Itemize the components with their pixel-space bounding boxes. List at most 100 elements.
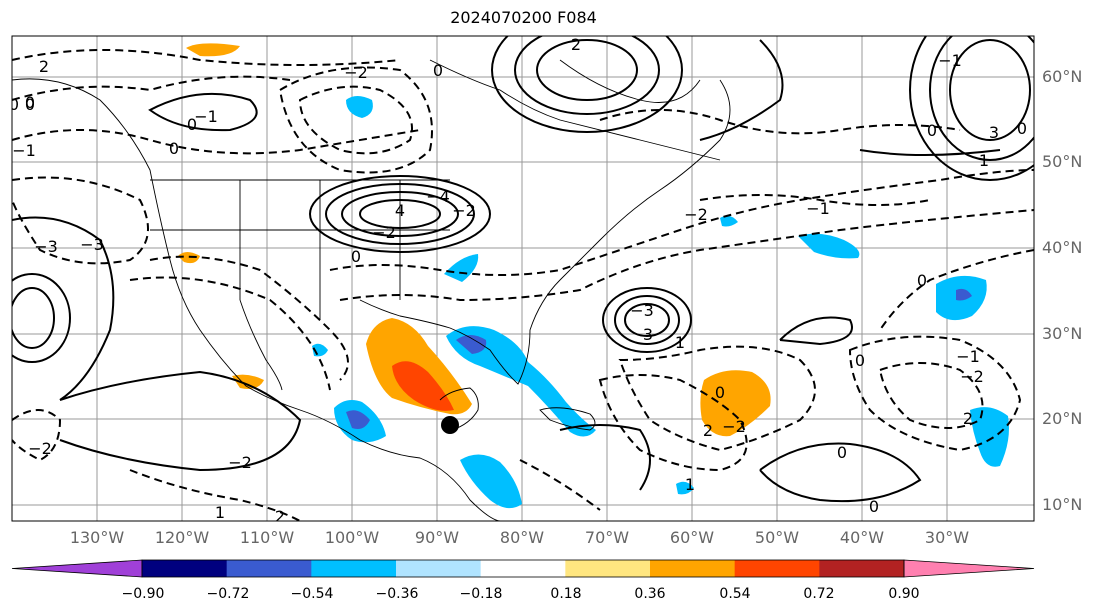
contour-label: −1 (12, 141, 36, 160)
colorbar-tick: −0.72 (206, 586, 250, 602)
colorbar-tick: 0.72 (803, 586, 835, 602)
contour-label: −3 (630, 301, 654, 320)
contour-label: −2 (372, 223, 396, 242)
lon-label-90w: 90°W (414, 528, 460, 547)
colorbar-bin (396, 560, 482, 577)
contour-label: 0 (433, 61, 443, 80)
colorbar-bin (819, 560, 905, 577)
contour-label: 1 (675, 333, 685, 352)
colorbar-tick: 0.90 (888, 586, 920, 602)
colorbar-extend-low (11, 559, 143, 578)
graticule (12, 36, 1034, 521)
colorbar-tick: −0.36 (375, 586, 419, 602)
colorbar-tick: −0.18 (459, 586, 503, 602)
lon-label-60w: 60°W (669, 528, 715, 547)
lon-label-50w: 50°W (754, 528, 800, 547)
blue-patch-florida (446, 326, 596, 437)
colorbar-bin (734, 560, 820, 577)
colorbar-tick: 0.18 (550, 586, 582, 602)
contour-label: 0 (715, 383, 725, 402)
contour-label: 3 (643, 325, 653, 344)
contour-label: 0 (1017, 119, 1027, 138)
darkblue-patch-atlantic-east (956, 288, 972, 301)
contour-label: 2 (571, 35, 581, 54)
contour-label: 0 (917, 271, 927, 290)
contour-label: −1 (956, 347, 980, 366)
contour-label: 0 (187, 115, 197, 134)
contour-label: 0 (25, 95, 35, 114)
contour-label: −2 (28, 439, 52, 458)
blue-patch-canada (346, 96, 373, 118)
contour-label: −2 (960, 367, 984, 386)
contour-label: 0 (855, 351, 865, 370)
blue-patch-caribbean (676, 481, 694, 495)
lon-label-110w: 110°W (239, 528, 295, 547)
colorbar-bin (650, 560, 736, 577)
contour-label: 2 (703, 421, 713, 440)
darkblue-patch-florida (456, 335, 487, 354)
contour-label: 0 (837, 443, 847, 462)
orange-patch-baja (232, 374, 264, 389)
contour-label: 1 (979, 151, 989, 170)
contour-label: −1 (806, 199, 830, 218)
lat-label-50n: 50°N (1042, 152, 1083, 171)
blue-patch-atlantic-south (970, 407, 1009, 467)
lon-label-40w: 40°W (839, 528, 885, 547)
red-gulf-core (392, 361, 454, 411)
contour-label: 0 (927, 121, 937, 140)
contour-label: 0 (9, 95, 19, 114)
lat-label-30n: 30°N (1042, 324, 1083, 343)
contour-label: −2 (452, 201, 476, 220)
colorbar-tick: −0.90 (121, 586, 165, 602)
colorbar-bin (565, 560, 651, 577)
contour-label: 4 (395, 201, 405, 220)
contour-label: −2 (344, 63, 368, 82)
colorbar-bin (311, 560, 397, 577)
colorbar-outline (141, 559, 905, 578)
contour-label: 3 (989, 123, 999, 142)
contour-label: −1 (938, 51, 962, 70)
contour-label: −4 (426, 187, 450, 206)
contour-label: −1 (194, 107, 218, 126)
storm-marker (441, 416, 459, 434)
contour-label: −2 (684, 205, 708, 224)
colorbar-segments (11, 559, 1035, 578)
colorbar-bin (480, 560, 566, 577)
orange-atlantic-patch (700, 370, 771, 437)
contour-label: 0 (351, 247, 361, 266)
lat-label-20n: 20°N (1042, 409, 1083, 428)
lon-label-70w: 70°W (584, 528, 630, 547)
map-title: 2024070200 F084 (450, 8, 597, 27)
colorbar-tick: −0.54 (290, 586, 334, 602)
blue-patch-great-lakes (444, 254, 479, 282)
colorbar-tick: 0.36 (634, 586, 666, 602)
lat-label-40n: 40°N (1042, 238, 1083, 257)
colorbar (11, 559, 1035, 578)
contour-label: −3 (34, 237, 58, 256)
contour-label: 1 (685, 475, 695, 494)
plot-frame (11, 35, 1035, 522)
colorbar-bin (226, 560, 312, 577)
contour-label: 0 (169, 139, 179, 158)
colorbar-extend-high (903, 559, 1035, 578)
blue-patch-central-america (460, 454, 522, 509)
lon-label-80w: 80°W (499, 528, 545, 547)
contour-label: 2 (275, 507, 285, 526)
lat-label-10n: 10°N (1042, 495, 1083, 514)
blue-patch-atlantic-mid (798, 233, 860, 259)
lon-label-120w: 120°W (154, 528, 210, 547)
contour-label: 2 (963, 409, 973, 428)
contour-label: 0 (25, 93, 35, 112)
blue-patch-small-east (720, 215, 738, 227)
colorbar-bin (142, 560, 228, 577)
dashed-contours (12, 49, 1034, 521)
darkblue-patch-mexico (346, 410, 370, 429)
lat-label-60n: 60°N (1042, 67, 1083, 86)
contour-label: 2 (39, 57, 49, 76)
colorbar-tick: 0.54 (719, 586, 751, 602)
orange-patch-hudson (186, 43, 240, 57)
lon-label-30w: 30°W (924, 528, 970, 547)
contour-label: −3 (80, 235, 104, 254)
